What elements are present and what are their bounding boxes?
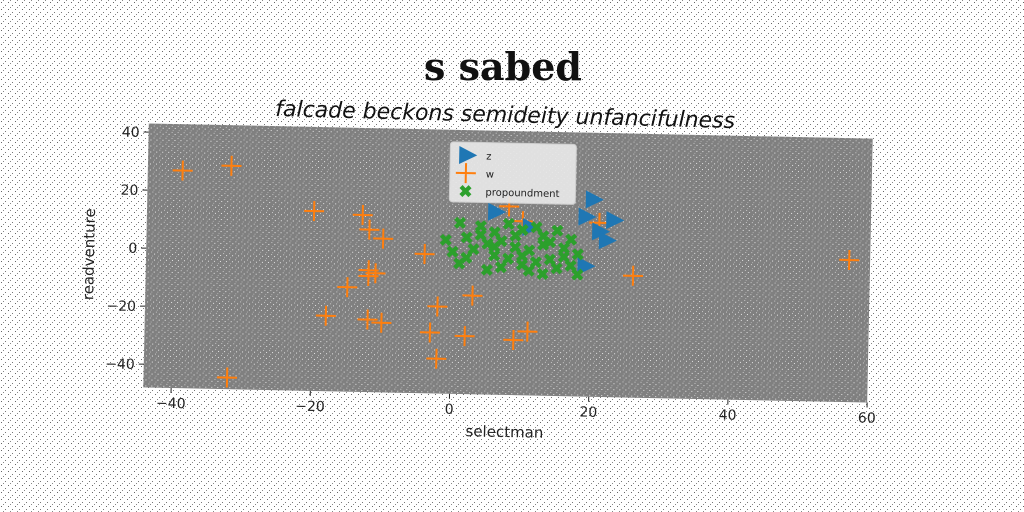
plot-area: −40 −20 0 20 40 60 −40 −20 0 20 40 selectman readven… [79, 123, 876, 442]
point-propoundment [537, 238, 550, 251]
point-propoundment [502, 217, 515, 230]
x-tick-label: 60 [858, 410, 876, 426]
x-tick-label: 0 [445, 402, 454, 418]
point-w [517, 321, 538, 342]
point-propoundment [551, 224, 564, 237]
point-w [419, 322, 440, 343]
point-z [585, 190, 604, 209]
point-propoundment [544, 236, 557, 249]
legend-marker-w [455, 163, 476, 184]
point-z [487, 202, 507, 221]
legend-marker-z [459, 145, 478, 164]
legend-label-w: w [486, 170, 494, 181]
point-propoundment [474, 228, 487, 241]
point-propoundment [446, 245, 459, 258]
y-tick-label: 20 [120, 183, 138, 199]
point-propoundment [557, 250, 570, 263]
point-propoundment [571, 248, 584, 261]
series-z [487, 190, 625, 275]
y-tick-label: −40 [105, 356, 135, 373]
point-z [578, 207, 597, 226]
point-propoundment [509, 241, 522, 254]
chart-title: s sabed [424, 44, 582, 89]
point-propoundment [460, 231, 473, 244]
plot-noise [143, 123, 873, 403]
point-w [371, 312, 392, 333]
point-propoundment [515, 258, 528, 271]
x-tick-label: −40 [156, 396, 186, 413]
point-propoundment [439, 233, 452, 246]
point-w [373, 228, 394, 249]
point-propoundment [530, 221, 543, 234]
point-w [172, 160, 193, 181]
point-w [503, 329, 524, 351]
point-propoundment [550, 262, 563, 275]
x-tick-label: 20 [579, 405, 597, 421]
point-propoundment [543, 253, 556, 266]
series-propoundment [439, 216, 584, 281]
point-propoundment [565, 233, 578, 246]
legend-marker-propoundment [459, 185, 472, 198]
point-w [414, 243, 435, 265]
point-propoundment [564, 259, 577, 272]
point-w [454, 326, 475, 347]
legend-label-z: z [486, 152, 491, 163]
point-propoundment [488, 240, 501, 253]
y-tick-label: −20 [106, 298, 136, 315]
point-w [304, 201, 325, 222]
point-w [337, 277, 358, 298]
legend-box [448, 141, 577, 205]
point-z [598, 231, 617, 250]
point-propoundment [529, 256, 542, 269]
point-w [365, 263, 386, 284]
point-w [839, 249, 860, 271]
point-propoundment [509, 229, 522, 242]
point-propoundment [536, 267, 549, 280]
point-propoundment [454, 216, 467, 229]
point-propoundment [480, 263, 494, 276]
point-propoundment [481, 237, 494, 250]
point-w [359, 219, 380, 240]
point-w [217, 367, 238, 388]
series-w [172, 155, 860, 388]
point-w [462, 285, 483, 306]
x-tick-label: 40 [719, 407, 737, 423]
legend-label-propoundment: propoundment [485, 188, 559, 201]
point-z [606, 211, 625, 230]
point-z [591, 222, 611, 241]
point-propoundment [502, 252, 515, 265]
x-axis-label: selectman [465, 422, 543, 442]
point-propoundment [494, 261, 507, 274]
point-w [221, 155, 242, 176]
point-propoundment [488, 226, 501, 239]
point-w [427, 296, 448, 317]
point-w [623, 265, 644, 286]
y-tick-label: 40 [122, 125, 140, 141]
y-tick-label: 0 [128, 241, 137, 257]
point-propoundment [460, 251, 473, 264]
point-w [352, 204, 373, 225]
point-propoundment [467, 243, 480, 256]
point-propoundment [571, 268, 584, 281]
point-w [357, 309, 378, 330]
y-axis-label: readventure [79, 208, 99, 300]
point-w [315, 305, 336, 326]
point-w [426, 348, 447, 369]
x-tick-label: −20 [295, 399, 325, 416]
